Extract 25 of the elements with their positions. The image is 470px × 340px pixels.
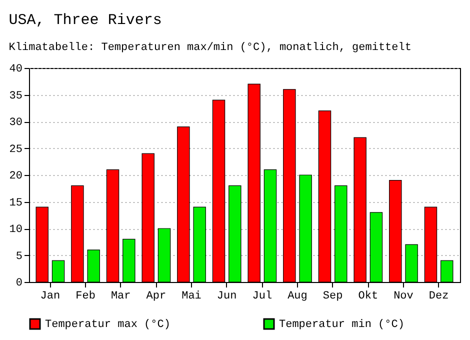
x-tick-label: Aug — [288, 290, 308, 302]
legend-label: Temperatur min (°C) — [279, 319, 404, 331]
legend-label: Temperatur max (°C) — [45, 319, 170, 331]
y-tick-label: 15 — [9, 197, 22, 210]
x-tick-label: Sep — [322, 290, 343, 302]
y-tick-label: 5 — [16, 250, 22, 263]
x-tick-label: Dez — [428, 290, 449, 302]
x-tick-label: Apr — [146, 290, 166, 302]
y-tick-label: 30 — [9, 117, 22, 129]
y-tick-label: 10 — [9, 224, 22, 236]
x-tick-label: Jul — [252, 290, 272, 302]
y-tick-label: 20 — [9, 170, 22, 182]
x-tick-label: Nov — [394, 290, 414, 302]
x-tick-label: Mai — [182, 290, 202, 302]
x-tick-label: Feb — [76, 290, 96, 302]
chart-subtitle: Klimatabelle: Temperaturen max/min (°C), monatlich, gemittelt — [8, 42, 412, 54]
y-tick-label: 25 — [9, 144, 22, 156]
x-tick-label: Jan — [40, 290, 60, 302]
y-tick-label: 40 — [9, 64, 22, 76]
x-tick-label: Jun — [216, 290, 237, 302]
y-tick-label: 0 — [16, 278, 22, 290]
x-tick-label: Mar — [110, 290, 131, 302]
y-tick-label: 35 — [9, 90, 22, 102]
x-tick-label: Okt — [358, 290, 378, 302]
chart-title: USA, Three Rivers — [8, 12, 162, 29]
